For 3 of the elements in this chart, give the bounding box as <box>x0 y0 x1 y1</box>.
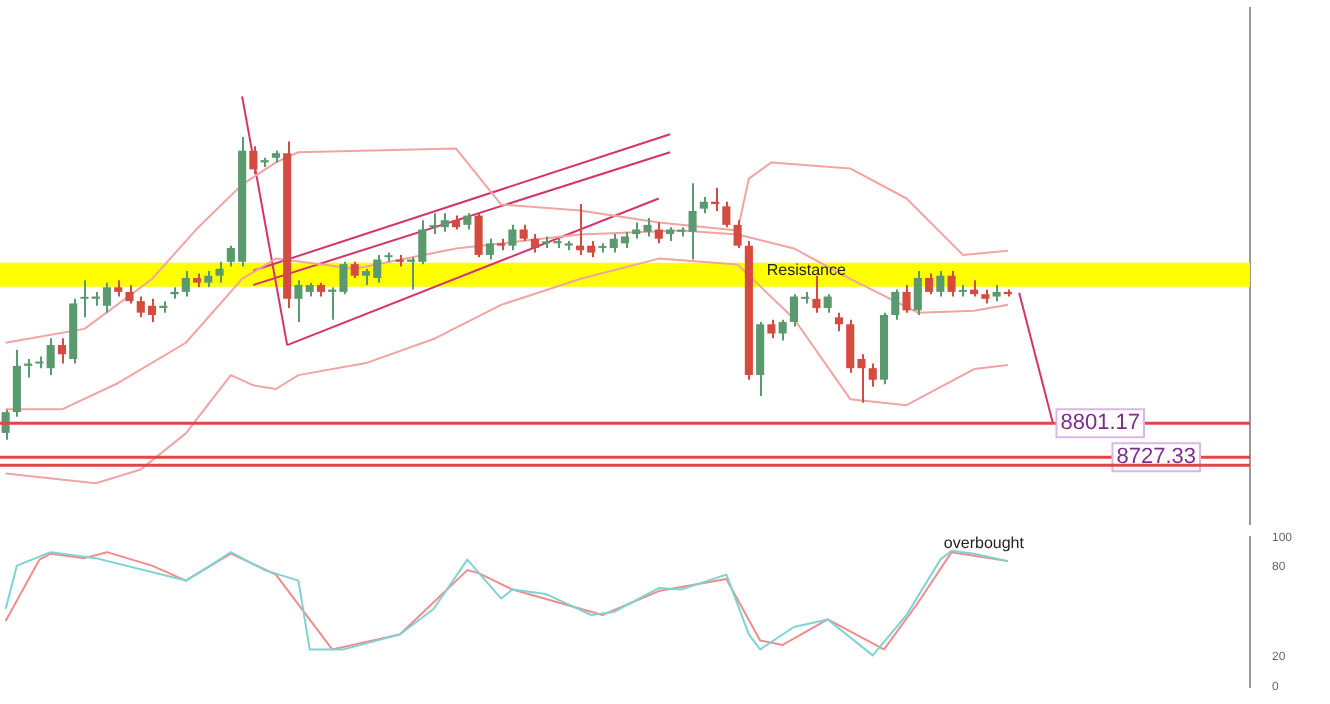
annotation: overbought <box>943 533 1026 552</box>
ref-line-label: 8801.17 <box>1060 411 1140 436</box>
ref-line-label: 8727.33 <box>1116 445 1196 470</box>
